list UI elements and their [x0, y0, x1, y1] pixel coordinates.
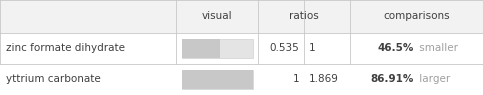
Bar: [182, 39, 220, 58]
Bar: [182, 70, 253, 89]
Text: 1: 1: [309, 43, 316, 53]
Text: 0.535: 0.535: [270, 43, 299, 53]
Text: ratios: ratios: [289, 11, 319, 21]
Text: smaller: smaller: [416, 43, 457, 53]
Text: visual: visual: [202, 11, 233, 21]
Bar: [182, 70, 253, 89]
Text: larger: larger: [416, 74, 450, 84]
Text: yttrium carbonate: yttrium carbonate: [6, 74, 100, 84]
Text: zinc formate dihydrate: zinc formate dihydrate: [6, 43, 125, 53]
Text: 86.91%: 86.91%: [371, 74, 414, 84]
Text: 46.5%: 46.5%: [378, 43, 414, 53]
Text: 1: 1: [293, 74, 299, 84]
Bar: [0, 0, 483, 33]
Text: comparisons: comparisons: [384, 11, 450, 21]
Bar: [182, 39, 253, 58]
Text: 1.869: 1.869: [309, 74, 339, 84]
